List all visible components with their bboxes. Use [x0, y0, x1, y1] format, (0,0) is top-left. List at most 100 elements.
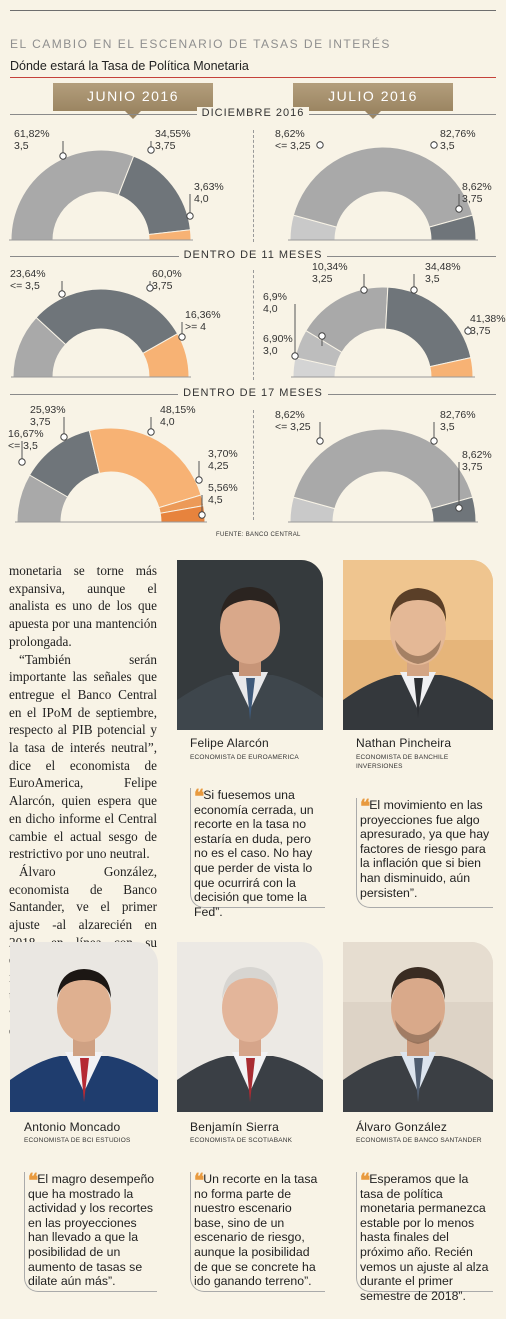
expert-name: Nathan Pincheira — [356, 736, 452, 750]
expert-quote-card: ❝ Un recorte en la tasa no forma parte de… — [190, 1172, 325, 1292]
slice-percent-label: 8,62% — [462, 181, 492, 193]
slice-percent-label: 48,15% — [160, 404, 196, 416]
infographic-subtitle: Dónde estará la Tasa de Política Monetar… — [10, 59, 249, 73]
section-label-diciembre: DICIEMBRE 2016 — [0, 107, 506, 119]
expert-quote-card: ❝ Esperamos que la tasa de política monet… — [356, 1170, 493, 1303]
expert-quote: El movimiento en las proyecciones fue al… — [360, 798, 490, 900]
slice-rate-label: 3,75 — [462, 461, 483, 473]
source-note: FUENTE: BANCO CENTRAL — [216, 532, 301, 538]
label-dot — [410, 286, 418, 294]
quote-mark-icon: ❝ — [194, 786, 204, 808]
quote-mark-icon: ❝ — [28, 1170, 38, 1192]
slice-rate-label: 3,75 — [30, 416, 51, 428]
column-divider — [253, 410, 254, 520]
article-paragraph: “También serán importante las señales qu… — [9, 651, 157, 862]
slice-percent-label: 16,67% — [8, 428, 44, 440]
expert-quote: Un recorte en la tasa no forma parte de … — [194, 1172, 318, 1289]
quote-mark-icon: ❝ — [360, 796, 370, 818]
expert-quote: Esperamos que la tasa de política moneta… — [360, 1172, 489, 1303]
tab-junio: JUNIO 2016 — [53, 83, 213, 119]
label-dot — [195, 476, 203, 484]
tab-julio: JULIO 2016 — [293, 83, 453, 119]
expert-role: ECONOMISTA DE BANCO SANTANDER — [356, 1137, 482, 1144]
slice-percent-label: 16,36% — [185, 309, 221, 321]
slice-rate-label: 3,75 — [470, 325, 491, 337]
expert-role: ECONOMISTA DE BCI ESTUDIOS — [24, 1137, 131, 1144]
slice-percent-label: 60,0% — [152, 268, 182, 280]
expert-quote: Si fuesemos una economía cerrada, un rec… — [194, 788, 314, 919]
slice-percent-label: 25,93% — [30, 404, 66, 416]
label-dot — [318, 332, 326, 340]
slice-percent-label: 3,70% — [208, 448, 238, 460]
column-divider — [253, 130, 254, 242]
expert-name: Álvaro González — [356, 1120, 448, 1134]
expert-role: ECONOMISTA DE SCOTIABANK — [190, 1137, 293, 1144]
portrait-nathan-pincheira — [343, 560, 493, 730]
slice-rate-label: 4,0 — [160, 416, 175, 428]
slice-percent-label: 34,48% — [425, 261, 461, 273]
infographic-title: EL CAMBIO EN EL ESCENARIO DE TASAS DE IN… — [10, 37, 391, 51]
slice-percent-label: 6,90% — [263, 333, 293, 345]
quote-mark-icon: ❝ — [360, 1170, 370, 1192]
label-dot — [58, 290, 66, 298]
label-dot — [60, 433, 68, 441]
slice-rate-label: 3,5 — [425, 273, 440, 285]
label-dot — [147, 146, 155, 154]
slice-percent-label: 8,62% — [275, 409, 305, 421]
portrait-felipe-alarcon — [177, 560, 323, 730]
slice-percent-label: 61,82% — [14, 128, 50, 140]
donut-slice — [10, 149, 135, 241]
article-paragraph: monetaria se torne más expansiva, aunque… — [9, 563, 157, 649]
portrait-alvaro-gonzalez — [343, 942, 493, 1112]
slice-rate-label: >= 4 — [185, 321, 206, 333]
column-divider — [253, 270, 254, 380]
label-dot — [18, 458, 26, 466]
slice-percent-label: 6,9% — [263, 291, 287, 303]
slice-percent-label: 10,34% — [312, 261, 348, 273]
label-dot — [178, 333, 186, 341]
label-dot — [316, 141, 324, 149]
donut-slice — [117, 155, 191, 236]
slice-percent-label: 23,64% — [10, 268, 46, 280]
slice-rate-label: <= 3,25 — [275, 140, 311, 152]
quote-mark-icon: ❝ — [194, 1170, 204, 1192]
slice-rate-label: 3,5 — [440, 140, 455, 152]
portrait-benjamin-sierra — [177, 942, 323, 1112]
slice-percent-label: 5,56% — [208, 482, 238, 494]
label-dot — [430, 141, 438, 149]
slice-percent-label: 41,38% — [470, 313, 506, 325]
donut-slice — [292, 146, 474, 228]
label-dot — [455, 504, 463, 512]
slice-rate-label: <= 3,25 — [275, 421, 311, 433]
section-label-11-meses: DENTRO DE 11 MESES — [0, 249, 506, 261]
section-label-17-meses: DENTRO DE 17 MESES — [0, 387, 506, 399]
expert-role: ECONOMISTA DE EUROAMERICA — [190, 754, 299, 761]
expert-name: Felipe Alarcón — [190, 736, 269, 750]
portrait-antonio-moncado — [10, 942, 158, 1112]
expert-quote-card: ❝ El magro desempeño que ha mostrado la a… — [24, 1172, 157, 1292]
expert-quote-card: ❝ Si fuesemos una economía cerrada, un re… — [190, 786, 325, 919]
label-dot — [360, 286, 368, 294]
slice-rate-label: 4,0 — [194, 193, 209, 205]
label-dot — [186, 212, 194, 220]
donut-slice — [385, 286, 472, 368]
slice-rate-label: <= 3,5 — [8, 440, 38, 452]
slice-rate-label: 3,75 — [462, 193, 483, 205]
label-dot — [147, 428, 155, 436]
slice-rate-label: <= 3,5 — [10, 280, 40, 292]
expert-quote: El magro desempeño que ha mostrado la ac… — [28, 1172, 155, 1289]
label-dot — [430, 437, 438, 445]
slice-rate-label: 3,5 — [14, 140, 29, 152]
label-dot — [464, 327, 472, 335]
donut-slice — [88, 427, 202, 509]
expert-quote-card: ❝ El movimiento en las proyecciones fue a… — [356, 798, 493, 908]
top-rule — [10, 10, 496, 11]
donut-slice — [35, 288, 179, 355]
slice-percent-label: 3,63% — [194, 181, 224, 193]
expert-name: Benjamín Sierra — [190, 1120, 280, 1134]
expert-name: Antonio Moncado — [24, 1120, 121, 1134]
donut-slice — [292, 428, 474, 510]
slice-rate-label: 4,5 — [208, 494, 223, 506]
label-dot — [291, 352, 299, 360]
slice-rate-label: 4,0 — [263, 303, 278, 315]
